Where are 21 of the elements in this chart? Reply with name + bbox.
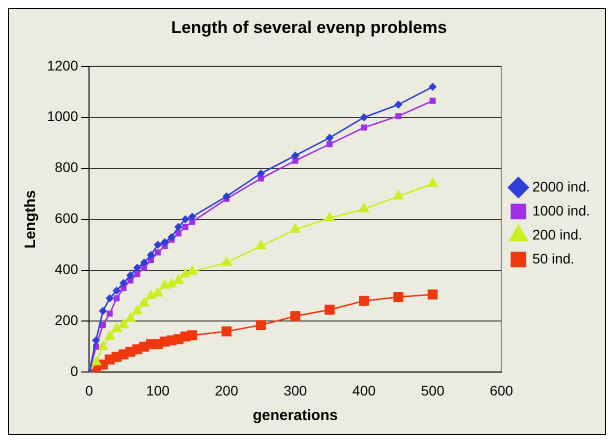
x-tick-label: 600	[490, 382, 514, 398]
x-axis-title: generations	[252, 407, 338, 424]
x-tick-label: 300	[284, 382, 308, 398]
legend-label: 200 ind.	[532, 226, 582, 242]
y-tick-label: 0	[70, 363, 78, 380]
x-tick-label: 500	[421, 382, 445, 398]
y-tick-label: 1000	[46, 108, 78, 124]
x-tick-label: 0	[85, 382, 94, 398]
x-tick-label: 200	[214, 382, 238, 398]
legend-label: 2000 ind.	[532, 178, 590, 194]
y-tick-label: 400	[54, 261, 78, 278]
y-tick-label: 200	[54, 312, 78, 328]
y-tick-label: 600	[54, 210, 78, 226]
y-tick-label: 1200	[46, 57, 78, 74]
x-tick-label: 400	[352, 382, 376, 398]
x-tick-label: 100	[146, 382, 170, 398]
chart-title: Length of several evenp problems	[171, 18, 447, 37]
y-axis-title: Lengths	[22, 190, 40, 248]
y-tick-label: 800	[54, 159, 78, 176]
legend-label: 1000 ind.	[532, 202, 590, 218]
legend-label: 50 ind.	[532, 250, 574, 266]
